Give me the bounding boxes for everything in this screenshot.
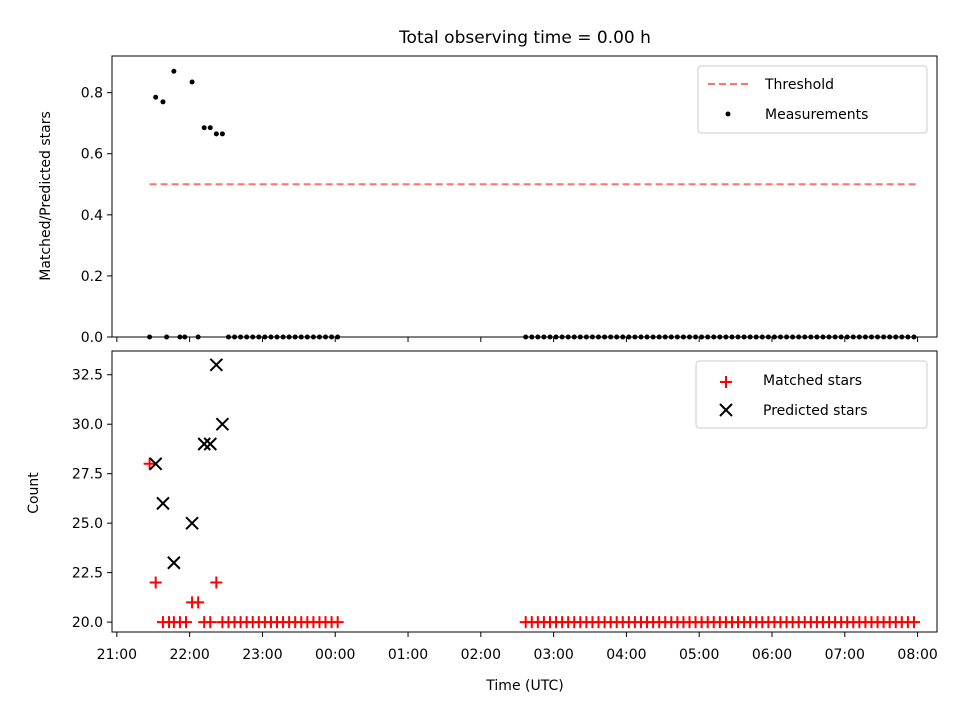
predicted-legend-label: Predicted stars <box>763 403 868 419</box>
top-axes-frame <box>111 55 938 338</box>
bottom-legend: Matched stars Predicted stars <box>695 360 928 429</box>
matched-point <box>204 616 217 629</box>
predicted-point <box>203 437 217 451</box>
predicted-point <box>185 516 199 530</box>
matched-point <box>331 616 344 629</box>
predicted-point <box>167 556 181 570</box>
top-x-ticks <box>116 337 919 342</box>
predicted-point <box>209 358 224 372</box>
matched-legend-marker <box>720 376 732 388</box>
predicted-point <box>148 457 163 471</box>
y-tick-label: 0.0 <box>81 330 103 346</box>
x-tick-label: 03:00 <box>533 647 573 663</box>
x-tick-label: 00:00 <box>315 647 355 663</box>
matched-point <box>192 596 205 609</box>
y-tick-label: 22.5 <box>72 566 103 582</box>
predicted-point <box>215 417 230 431</box>
x-tick-label: 02:00 <box>461 647 501 663</box>
measurement-point <box>189 79 195 85</box>
y-tick-label: 0.6 <box>81 147 103 163</box>
bottom-y-ticks: 20.0 22.5 25.0 27.5 30.0 32.5 <box>72 368 112 631</box>
x-axis-label: Time (UTC) <box>485 678 563 694</box>
x-tick-label: 21:00 <box>97 647 137 663</box>
measurement-point <box>160 99 166 105</box>
matched-legend-label: Matched stars <box>763 373 862 389</box>
x-tick-label: 04:00 <box>606 647 646 663</box>
y-tick-label: 27.5 <box>72 467 103 483</box>
measurements-legend-label: Measurements <box>765 107 868 123</box>
y-tick-label: 32.5 <box>72 368 103 384</box>
x-tick-label: 07:00 <box>825 647 865 663</box>
top-legend-box <box>697 65 928 134</box>
matched-point <box>149 576 162 589</box>
bottom-axes-frame <box>111 350 938 633</box>
x-tick-label: 22:00 <box>169 647 209 663</box>
top-y-ticks: 0.0 0.2 0.4 0.6 0.8 <box>81 86 112 346</box>
y-tick-label: 0.2 <box>81 269 103 285</box>
y-tick-label: 20.0 <box>72 615 103 631</box>
x-tick-label: 01:00 <box>388 647 428 663</box>
matched-point <box>907 616 920 629</box>
threshold-legend-label: Threshold <box>764 77 834 93</box>
measurement-point <box>219 131 225 137</box>
top-legend: Threshold Measurements <box>697 65 928 134</box>
x-tick-label: 08:00 <box>897 647 937 663</box>
measurement-point <box>207 125 213 131</box>
bottom-legend-box <box>695 360 928 429</box>
x-tick-label: 06:00 <box>752 647 792 663</box>
x-tick-label: 23:00 <box>242 647 282 663</box>
top-y-axis-label: Matched/Predicted stars <box>38 111 54 281</box>
matched-point <box>210 576 223 589</box>
predicted-point <box>156 496 170 511</box>
matched-point <box>143 457 156 470</box>
measurement-point <box>213 131 219 137</box>
x-tick-label: 05:00 <box>679 647 719 663</box>
bottom-y-axis-label: Count <box>26 472 42 514</box>
y-tick-label: 0.4 <box>81 208 103 224</box>
y-tick-label: 30.0 <box>72 417 103 433</box>
predicted-legend-marker <box>719 403 733 417</box>
y-tick-label: 0.8 <box>81 86 103 102</box>
measurement-point <box>153 94 159 100</box>
measurement-point <box>201 125 207 131</box>
measurement-point <box>171 68 177 74</box>
predicted-point <box>197 437 211 451</box>
matched-point <box>180 616 193 629</box>
measurements-legend-marker <box>725 111 731 117</box>
bottom-x-ticks: 21:00 22:00 23:00 00:00 01:00 02:00 03:00 04:00… <box>97 632 938 663</box>
bottom-plot-area <box>143 358 920 629</box>
chart-title: Total observing time = 0.00 h <box>398 28 651 48</box>
y-tick-label: 25.0 <box>72 516 103 532</box>
